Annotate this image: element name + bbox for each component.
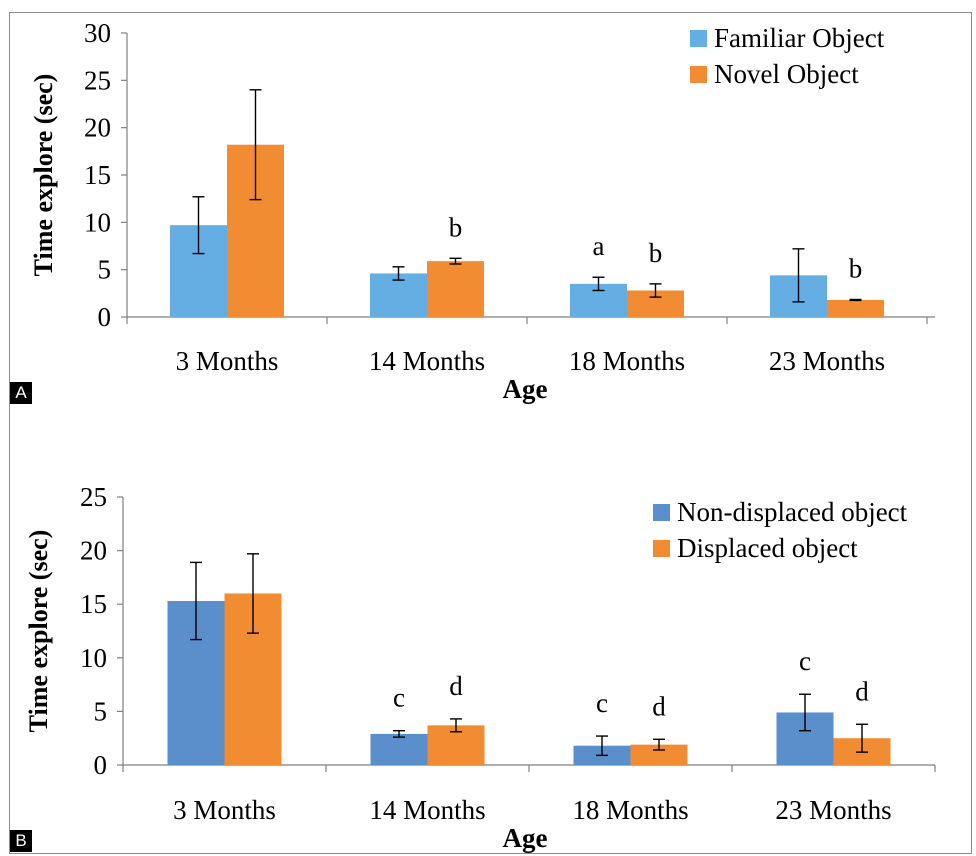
- charta-annotation: a: [593, 231, 605, 261]
- chartb-legend-label: Non-displaced object: [677, 497, 908, 527]
- chartb-annotation: d: [652, 691, 666, 721]
- chartb-annotation: c: [596, 688, 608, 718]
- charta-y-tick-label: 5: [98, 255, 112, 285]
- charta-annotation: b: [649, 238, 663, 268]
- figure: 0 5 10 15 20 25 30 3 Months b 14 Months a b 18 Month…: [9, 12, 972, 854]
- charta-category-label: 14 Months: [369, 346, 485, 376]
- charta-bar: [427, 261, 484, 317]
- chartb-y-tick-label: 25: [80, 482, 107, 512]
- chartb-y-tick-label: 10: [80, 643, 107, 673]
- charta-legend-label: Novel Object: [714, 59, 859, 89]
- chartb-y-tick-label: 0: [94, 750, 108, 780]
- chartb-x-title: Age: [503, 823, 548, 853]
- charta-group: 0 5 10 15 20 25 30 3 Months b 14 Months a b 18 Month…: [29, 18, 935, 404]
- charta-legend-swatch: [690, 66, 707, 83]
- charta-legend-swatch: [690, 30, 707, 47]
- chartb-y-tick-label: 15: [80, 589, 107, 619]
- chartb-annotation: c: [799, 646, 811, 676]
- chartb-legend-swatch: [653, 504, 670, 521]
- chart-canvas: 0 5 10 15 20 25 30 3 Months b 14 Months a b 18 Month…: [24, 18, 936, 853]
- chartb-category-label: 14 Months: [369, 795, 485, 825]
- charta-category-label: 3 Months: [176, 346, 279, 376]
- charta-y-title: Time explore (sec): [29, 74, 58, 277]
- charta-y-tick-label: 30: [84, 18, 111, 48]
- chartb-annotation: d: [449, 671, 463, 701]
- charta-annotation: b: [849, 253, 863, 283]
- charta-y-tick-label: 25: [84, 65, 111, 95]
- panel-a-label: A: [10, 382, 32, 404]
- chartb-group: 0 5 10 15 20 25 3 Months c d 14 Months c d 18 Months…: [24, 482, 936, 853]
- chartb-legend-label: Displaced object: [677, 533, 858, 563]
- chartb-category-label: 3 Months: [173, 795, 276, 825]
- charta-y-tick-label: 10: [84, 207, 111, 237]
- panel-b-label: B: [10, 830, 32, 852]
- chartb-bar: [370, 733, 428, 765]
- chartb-annotation: c: [393, 683, 405, 713]
- charta-y-tick-label: 20: [84, 113, 111, 143]
- chartb-category-label: 18 Months: [572, 795, 688, 825]
- charta-x-title: Age: [503, 374, 548, 404]
- chartb-annotation: d: [855, 676, 869, 706]
- chartb-y-tick-label: 20: [80, 536, 107, 566]
- charta-y-tick-label: 15: [84, 160, 111, 190]
- charta-legend-label: Familiar Object: [714, 23, 885, 53]
- charta-y-tick-label: 0: [98, 302, 112, 332]
- chartb-category-label: 23 Months: [775, 795, 891, 825]
- charta-category-label: 18 Months: [569, 346, 685, 376]
- chartb-bar: [630, 744, 688, 765]
- charta-bar: [827, 299, 884, 317]
- chartb-y-title: Time explore (sec): [24, 530, 53, 733]
- chartb-y-tick-label: 5: [94, 696, 108, 726]
- charta-category-label: 23 Months: [769, 346, 885, 376]
- chartb-legend-swatch: [653, 540, 670, 557]
- charta-annotation: b: [449, 212, 463, 242]
